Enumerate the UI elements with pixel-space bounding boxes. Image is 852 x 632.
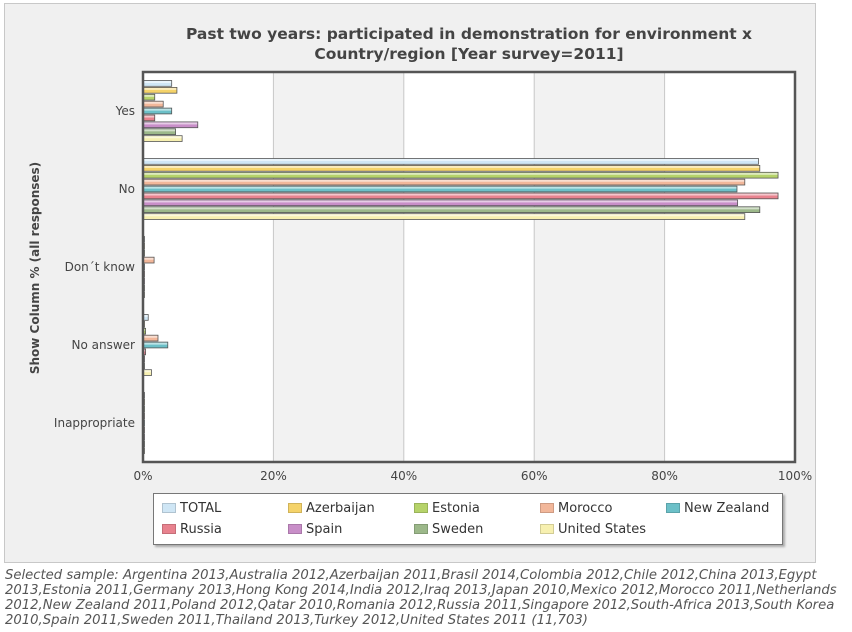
bar-highlight: [143, 200, 738, 203]
legend-swatch: [540, 503, 554, 513]
legend-item[interactable]: New Zealand: [662, 500, 769, 518]
legend-swatch: [666, 503, 680, 513]
bar-highlight: [143, 108, 172, 111]
legend: TOTAL Azerbaijan Estonia Morocco New Zealand…: [153, 493, 783, 545]
bar-highlight: [143, 136, 182, 139]
plot-band: [273, 72, 404, 462]
legend-swatch: [414, 524, 428, 534]
plot-band: [664, 72, 795, 462]
legend-item[interactable]: Estonia: [410, 500, 480, 518]
selected-sample-note: Selected sample: Argentina 2013,Australi…: [5, 568, 837, 628]
legend-swatch: [288, 524, 302, 534]
bar-highlight: [143, 315, 148, 318]
legend-label: Azerbaijan: [306, 501, 375, 516]
x-tick-label: 100%: [778, 469, 812, 483]
bar-highlight: [143, 129, 176, 132]
legend-label: TOTAL: [180, 501, 222, 516]
bar-highlight: [143, 214, 745, 217]
bar-highlight: [143, 179, 745, 182]
x-tick-label: 80%: [651, 469, 678, 483]
y-category-label: Inappropriate: [54, 416, 135, 430]
legend-swatch: [540, 524, 554, 534]
bar-highlight: [143, 115, 155, 118]
y-category-label: No: [119, 182, 135, 196]
y-axis-label: Show Column % (all responses): [28, 162, 42, 374]
bar-highlight: [143, 335, 158, 338]
x-tick-label: 0%: [133, 469, 152, 483]
legend-swatch: [414, 503, 428, 513]
legend-item[interactable]: Russia: [158, 521, 222, 539]
legend-item[interactable]: Azerbaijan: [284, 500, 375, 518]
bar-highlight: [143, 87, 177, 90]
plot-band: [403, 72, 535, 462]
legend-item[interactable]: Spain: [284, 521, 342, 539]
x-tick-label: 40%: [390, 469, 417, 483]
chart-title-line2: Country/region [Year survey=2011]: [314, 45, 623, 63]
plot-band: [534, 72, 665, 462]
y-category-label: Yes: [115, 104, 135, 118]
legend-label: Spain: [306, 522, 343, 537]
legend-item[interactable]: United States: [536, 521, 646, 539]
legend-swatch: [162, 503, 176, 513]
bar-highlight: [143, 328, 146, 331]
legend-label: New Zealand: [684, 501, 770, 516]
bar-highlight: [143, 186, 737, 189]
legend-swatch: [162, 524, 176, 534]
legend-swatch: [288, 503, 302, 513]
bar-highlight: [143, 101, 163, 104]
plot-frame: [141, 70, 797, 464]
legend-item[interactable]: Sweden: [410, 521, 483, 539]
bar-highlight: [143, 370, 151, 373]
legend-label: United States: [558, 522, 647, 537]
bar-highlight: [143, 159, 758, 162]
legend-label: Morocco: [558, 501, 613, 516]
y-category-label: Don´t know: [65, 260, 136, 274]
bar-highlight: [143, 342, 168, 345]
bar-highlight: [143, 81, 172, 84]
chart-title-line1: Past two years: participated in demonstr…: [186, 25, 752, 43]
legend-item[interactable]: TOTAL: [158, 500, 221, 518]
bar-highlight: [143, 257, 154, 260]
x-tick-label: 20%: [260, 469, 287, 483]
bar-highlight: [143, 349, 146, 352]
legend-item[interactable]: Morocco: [536, 500, 612, 518]
x-tick-label: 60%: [521, 469, 548, 483]
legend-label: Estonia: [432, 501, 480, 516]
bar-highlight: [143, 94, 155, 97]
bar-highlight: [143, 193, 778, 196]
legend-label: Sweden: [432, 522, 484, 537]
bar-highlight: [143, 122, 198, 125]
y-category-label: No answer: [72, 338, 136, 352]
bar-highlight: [143, 165, 760, 168]
bar-highlight: [143, 172, 778, 175]
legend-label: Russia: [180, 522, 222, 537]
bar-highlight: [143, 207, 760, 210]
